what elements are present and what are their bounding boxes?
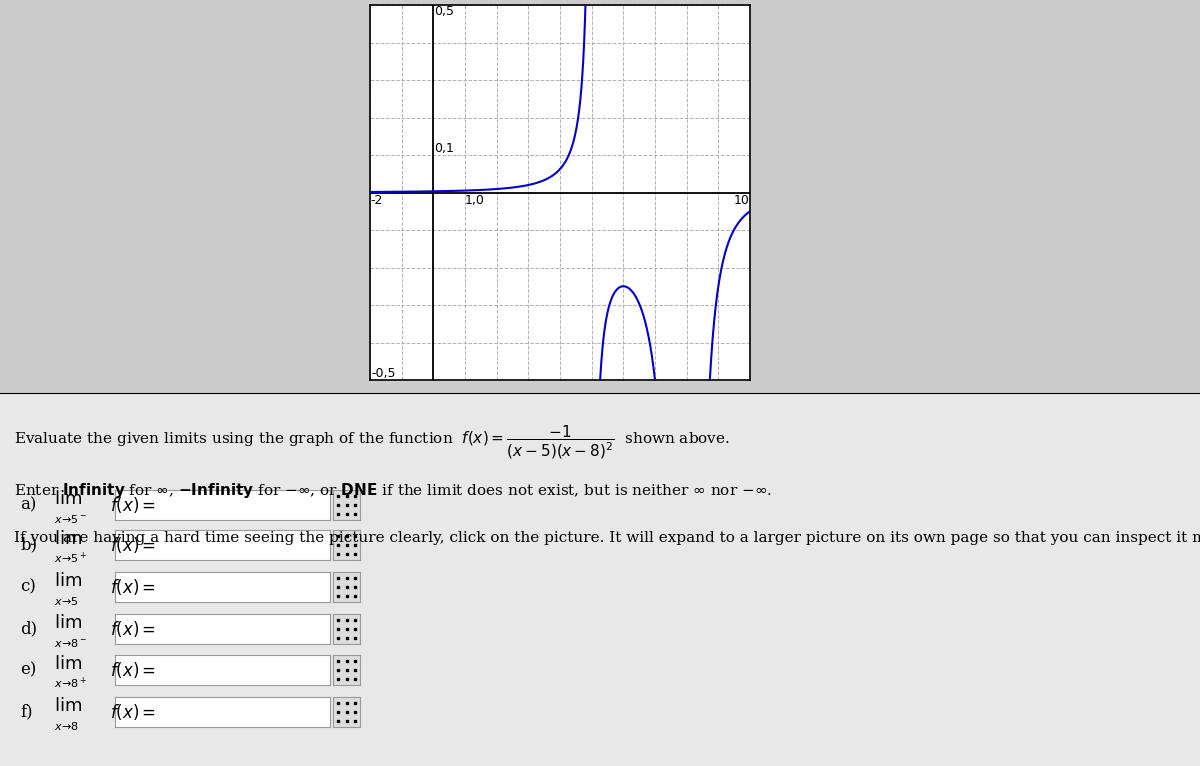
Text: $x\!\to\!5^-$: $x\!\to\!5^-$ <box>54 512 88 525</box>
Text: $f(x) =$: $f(x) =$ <box>110 577 156 597</box>
Text: e): e) <box>20 662 37 679</box>
Text: f): f) <box>20 703 34 721</box>
Text: If you are having a hard time seeing the picture clearly, click on the picture. : If you are having a hard time seeing the… <box>14 531 1200 545</box>
Text: $f(x) =$: $f(x) =$ <box>110 702 156 722</box>
Text: a): a) <box>20 496 37 513</box>
Text: 1,0: 1,0 <box>466 195 485 208</box>
Text: c): c) <box>20 578 36 595</box>
Text: $x\!\to\!8^-$: $x\!\to\!8^-$ <box>54 637 88 649</box>
Text: $\lim$: $\lim$ <box>54 697 82 715</box>
Text: -2: -2 <box>370 195 383 208</box>
Text: 10: 10 <box>734 195 750 208</box>
Text: $f(x) =$: $f(x) =$ <box>110 619 156 639</box>
Text: $\lim$: $\lim$ <box>54 490 82 508</box>
Text: $x\!\to\!5^+$: $x\!\to\!5^+$ <box>54 552 88 566</box>
Text: 0,5: 0,5 <box>434 5 454 18</box>
Text: 0,1: 0,1 <box>434 142 454 155</box>
Text: $f(x) =$: $f(x) =$ <box>110 660 156 680</box>
Text: $x\!\to\!8$: $x\!\to\!8$ <box>54 720 79 732</box>
Text: -0,5: -0,5 <box>372 367 396 380</box>
Text: Enter $\mathbf{Infinity}$ for $\infty$, $\mathbf{-Infinity}$ for $-\infty$, or $: Enter $\mathbf{Infinity}$ for $\infty$, … <box>14 481 773 500</box>
Text: $\lim$: $\lim$ <box>54 530 82 548</box>
Text: Evaluate the given limits using the graph of the function  $f(x) = \dfrac{-1}{(x: Evaluate the given limits using the grap… <box>14 424 731 461</box>
Text: $\lim$: $\lim$ <box>54 572 82 590</box>
Text: $\lim$: $\lim$ <box>54 614 82 632</box>
Text: $x\!\to\!8^+$: $x\!\to\!8^+$ <box>54 676 88 692</box>
Text: b): b) <box>20 536 37 554</box>
Text: $f(x) =$: $f(x) =$ <box>110 535 156 555</box>
Text: $\lim$: $\lim$ <box>54 655 82 673</box>
Text: $f(x) =$: $f(x) =$ <box>110 495 156 515</box>
Text: $x\!\to\!5$: $x\!\to\!5$ <box>54 594 79 607</box>
Text: d): d) <box>20 620 37 637</box>
